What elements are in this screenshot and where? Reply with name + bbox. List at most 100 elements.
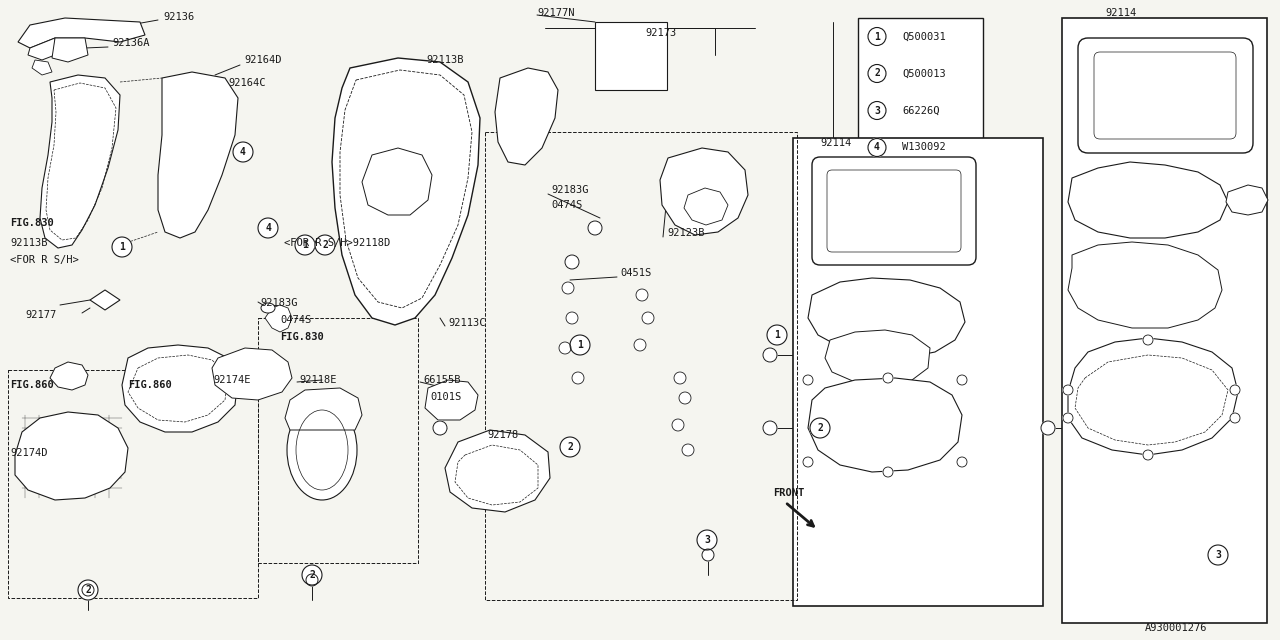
Text: 92136A: 92136A	[113, 38, 150, 48]
Ellipse shape	[261, 303, 275, 313]
Circle shape	[302, 565, 323, 585]
Circle shape	[561, 437, 580, 457]
Polygon shape	[332, 58, 480, 325]
Text: W130092: W130092	[902, 143, 946, 152]
Bar	[794, 138, 1043, 606]
Text: 0101S: 0101S	[430, 392, 461, 402]
Polygon shape	[157, 72, 238, 238]
Text: 92178: 92178	[486, 430, 518, 440]
Text: 2: 2	[817, 423, 823, 433]
Text: 0474S: 0474S	[550, 200, 582, 210]
Text: 92113B: 92113B	[426, 55, 463, 65]
FancyBboxPatch shape	[1078, 38, 1253, 153]
Text: 3: 3	[704, 535, 710, 545]
Text: 92164C: 92164C	[228, 78, 265, 88]
Circle shape	[957, 375, 966, 385]
Bar	[1062, 18, 1267, 623]
Text: 92118E: 92118E	[300, 375, 337, 385]
Circle shape	[675, 372, 686, 384]
Text: 92183G: 92183G	[550, 185, 589, 195]
Text: FIG.830: FIG.830	[280, 332, 324, 342]
Polygon shape	[212, 348, 292, 400]
Circle shape	[868, 138, 886, 157]
Circle shape	[1143, 450, 1153, 460]
Polygon shape	[660, 148, 748, 235]
Text: 66155B: 66155B	[422, 375, 461, 385]
Polygon shape	[28, 38, 55, 60]
Polygon shape	[808, 278, 965, 358]
Circle shape	[82, 584, 93, 596]
Circle shape	[306, 574, 317, 586]
Text: 2: 2	[874, 68, 879, 79]
Text: 92173: 92173	[645, 28, 676, 38]
Polygon shape	[1226, 185, 1268, 215]
Polygon shape	[425, 380, 477, 420]
Text: 92114: 92114	[1105, 8, 1137, 18]
Polygon shape	[445, 430, 550, 512]
Circle shape	[1143, 335, 1153, 345]
Text: 0474S: 0474S	[280, 315, 311, 325]
Circle shape	[1211, 549, 1225, 563]
Circle shape	[78, 580, 99, 600]
Text: 92164D: 92164D	[244, 55, 282, 65]
Bar	[259, 318, 419, 563]
Polygon shape	[122, 345, 238, 432]
Circle shape	[588, 221, 602, 235]
Text: 92136: 92136	[163, 12, 195, 22]
Text: FRONT: FRONT	[773, 488, 804, 498]
Circle shape	[868, 102, 886, 120]
Circle shape	[113, 237, 132, 257]
Circle shape	[1041, 421, 1055, 435]
Text: 92113B: 92113B	[10, 238, 47, 248]
Polygon shape	[1068, 338, 1238, 455]
Circle shape	[698, 530, 717, 550]
Text: 2: 2	[567, 442, 573, 452]
Text: 3: 3	[1215, 550, 1221, 560]
Ellipse shape	[287, 400, 357, 500]
Polygon shape	[808, 378, 963, 472]
Bar	[8, 370, 259, 598]
Circle shape	[678, 392, 691, 404]
Text: 92183G: 92183G	[260, 298, 297, 308]
Circle shape	[1230, 385, 1240, 395]
Text: 2: 2	[308, 570, 315, 580]
Circle shape	[259, 218, 278, 238]
Circle shape	[803, 375, 813, 385]
Circle shape	[957, 457, 966, 467]
Polygon shape	[1068, 162, 1228, 238]
Text: 92174D: 92174D	[10, 448, 47, 458]
Text: FIG.830: FIG.830	[10, 218, 54, 228]
Text: 1: 1	[119, 242, 125, 252]
Polygon shape	[826, 330, 931, 385]
Polygon shape	[32, 60, 52, 75]
Text: 4: 4	[265, 223, 271, 233]
Text: 66226Q: 66226Q	[902, 106, 940, 115]
Circle shape	[1230, 413, 1240, 423]
FancyBboxPatch shape	[812, 157, 977, 265]
Text: 1: 1	[774, 330, 780, 340]
Circle shape	[570, 335, 590, 355]
Text: <FOR R S/H>92118D: <FOR R S/H>92118D	[284, 238, 390, 248]
Bar	[485, 132, 797, 600]
Polygon shape	[52, 38, 88, 62]
Circle shape	[433, 421, 447, 435]
Circle shape	[1208, 545, 1228, 565]
Circle shape	[682, 444, 694, 456]
Circle shape	[767, 325, 787, 345]
Text: 1: 1	[874, 31, 879, 42]
Text: 3: 3	[874, 106, 879, 115]
Text: 92114: 92114	[820, 138, 851, 148]
Text: 4: 4	[874, 143, 879, 152]
Circle shape	[233, 142, 253, 162]
Text: <FOR R S/H>: <FOR R S/H>	[10, 255, 79, 265]
Circle shape	[294, 235, 315, 255]
Text: FIG.860: FIG.860	[10, 380, 54, 390]
Text: 92113C: 92113C	[448, 318, 485, 328]
Polygon shape	[90, 290, 120, 310]
Text: 2: 2	[323, 240, 328, 250]
Polygon shape	[265, 305, 292, 332]
Text: 1: 1	[577, 340, 582, 350]
Text: 4: 4	[241, 147, 246, 157]
Circle shape	[1062, 385, 1073, 395]
Text: 92123B: 92123B	[667, 228, 704, 238]
